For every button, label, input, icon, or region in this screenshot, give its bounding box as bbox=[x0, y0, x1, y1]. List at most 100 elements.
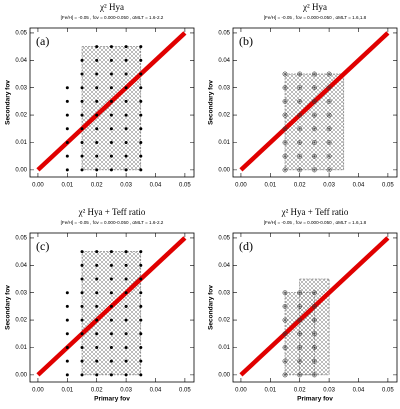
point bbox=[297, 98, 303, 104]
point-star bbox=[283, 99, 287, 104]
point bbox=[109, 304, 113, 308]
point bbox=[124, 127, 128, 131]
point bbox=[109, 86, 113, 90]
region bbox=[81, 46, 142, 171]
point-star bbox=[283, 72, 287, 76]
point bbox=[95, 45, 99, 49]
point bbox=[95, 304, 99, 308]
point-star bbox=[283, 140, 287, 145]
point bbox=[65, 332, 69, 336]
point bbox=[95, 168, 99, 172]
point-star bbox=[312, 126, 317, 131]
y-tick-label: 0.04 bbox=[15, 263, 27, 269]
panel-title: χ² Hya bbox=[99, 2, 124, 12]
point-star bbox=[327, 154, 331, 158]
panel-label: (d) bbox=[239, 239, 253, 253]
point bbox=[326, 140, 332, 145]
point bbox=[95, 359, 99, 363]
point bbox=[124, 359, 128, 363]
point-star bbox=[312, 290, 317, 295]
point bbox=[282, 317, 288, 323]
panel-title: χ² Hya + Teff ratio bbox=[78, 207, 146, 217]
point bbox=[65, 168, 69, 172]
point-star bbox=[283, 359, 287, 363]
point-star bbox=[297, 331, 302, 336]
point-star bbox=[297, 113, 302, 117]
point bbox=[139, 154, 143, 158]
point-star bbox=[283, 113, 287, 117]
point-star bbox=[297, 318, 302, 322]
point-star bbox=[327, 85, 331, 90]
point bbox=[124, 250, 128, 254]
x-tick-label: 0.02 bbox=[294, 183, 306, 189]
point bbox=[124, 140, 128, 144]
point bbox=[282, 372, 288, 378]
point bbox=[109, 127, 113, 131]
panel: χ² Hya + Teff ratio [Fe/H] = -0.05 , fov … bbox=[208, 207, 398, 403]
point bbox=[80, 263, 84, 267]
panel: χ² Hya + Teff ratio [Fe/H] = -0.05 , fov … bbox=[5, 207, 195, 403]
point bbox=[65, 113, 69, 117]
point-star bbox=[283, 154, 287, 158]
point-star bbox=[327, 72, 331, 76]
point bbox=[80, 318, 84, 322]
point bbox=[124, 304, 128, 308]
point-star bbox=[312, 318, 317, 322]
point-star bbox=[327, 140, 331, 145]
point bbox=[80, 359, 84, 363]
point bbox=[297, 372, 303, 378]
panel-label: (b) bbox=[239, 34, 253, 48]
point bbox=[311, 71, 317, 77]
point bbox=[95, 250, 99, 254]
point-star bbox=[283, 290, 287, 295]
point-star bbox=[312, 99, 317, 104]
point-star bbox=[283, 126, 287, 131]
point bbox=[297, 112, 303, 118]
point bbox=[311, 345, 317, 350]
point bbox=[311, 303, 317, 309]
point bbox=[297, 317, 303, 323]
point bbox=[282, 303, 288, 309]
point bbox=[124, 86, 128, 90]
y-tick-label: 0.00 bbox=[15, 167, 27, 173]
point bbox=[311, 126, 317, 132]
point bbox=[95, 373, 99, 377]
x-axis-label: Primary fov bbox=[94, 396, 130, 403]
point bbox=[139, 127, 143, 131]
point bbox=[282, 290, 288, 296]
point bbox=[65, 345, 69, 349]
y-axis-label: Secondary fov bbox=[5, 285, 12, 330]
point bbox=[80, 291, 84, 295]
point bbox=[109, 250, 113, 254]
point-star bbox=[312, 304, 317, 309]
point bbox=[326, 85, 332, 91]
point-star bbox=[312, 154, 317, 158]
point bbox=[139, 86, 143, 90]
point bbox=[65, 154, 69, 158]
point-star bbox=[327, 113, 331, 117]
point bbox=[80, 72, 84, 76]
point-star bbox=[312, 168, 317, 172]
point bbox=[95, 127, 99, 131]
point-star bbox=[297, 85, 302, 90]
y-tick-label: 0.03 bbox=[218, 290, 230, 296]
y-tick-label: 0.05 bbox=[218, 31, 230, 37]
point bbox=[65, 86, 69, 90]
point bbox=[109, 140, 113, 144]
point bbox=[282, 85, 288, 91]
point bbox=[311, 153, 317, 159]
y-tick-label: 0.02 bbox=[15, 113, 27, 119]
point bbox=[139, 99, 143, 103]
point bbox=[282, 126, 288, 132]
point bbox=[124, 45, 128, 49]
point-star bbox=[312, 113, 317, 117]
point-star bbox=[297, 168, 302, 172]
point bbox=[95, 263, 99, 267]
point bbox=[326, 153, 332, 159]
point bbox=[80, 332, 84, 336]
y-tick-label: 0.01 bbox=[218, 140, 230, 146]
point bbox=[139, 359, 143, 363]
point bbox=[80, 304, 84, 308]
point bbox=[65, 99, 69, 103]
point-star bbox=[297, 99, 302, 104]
